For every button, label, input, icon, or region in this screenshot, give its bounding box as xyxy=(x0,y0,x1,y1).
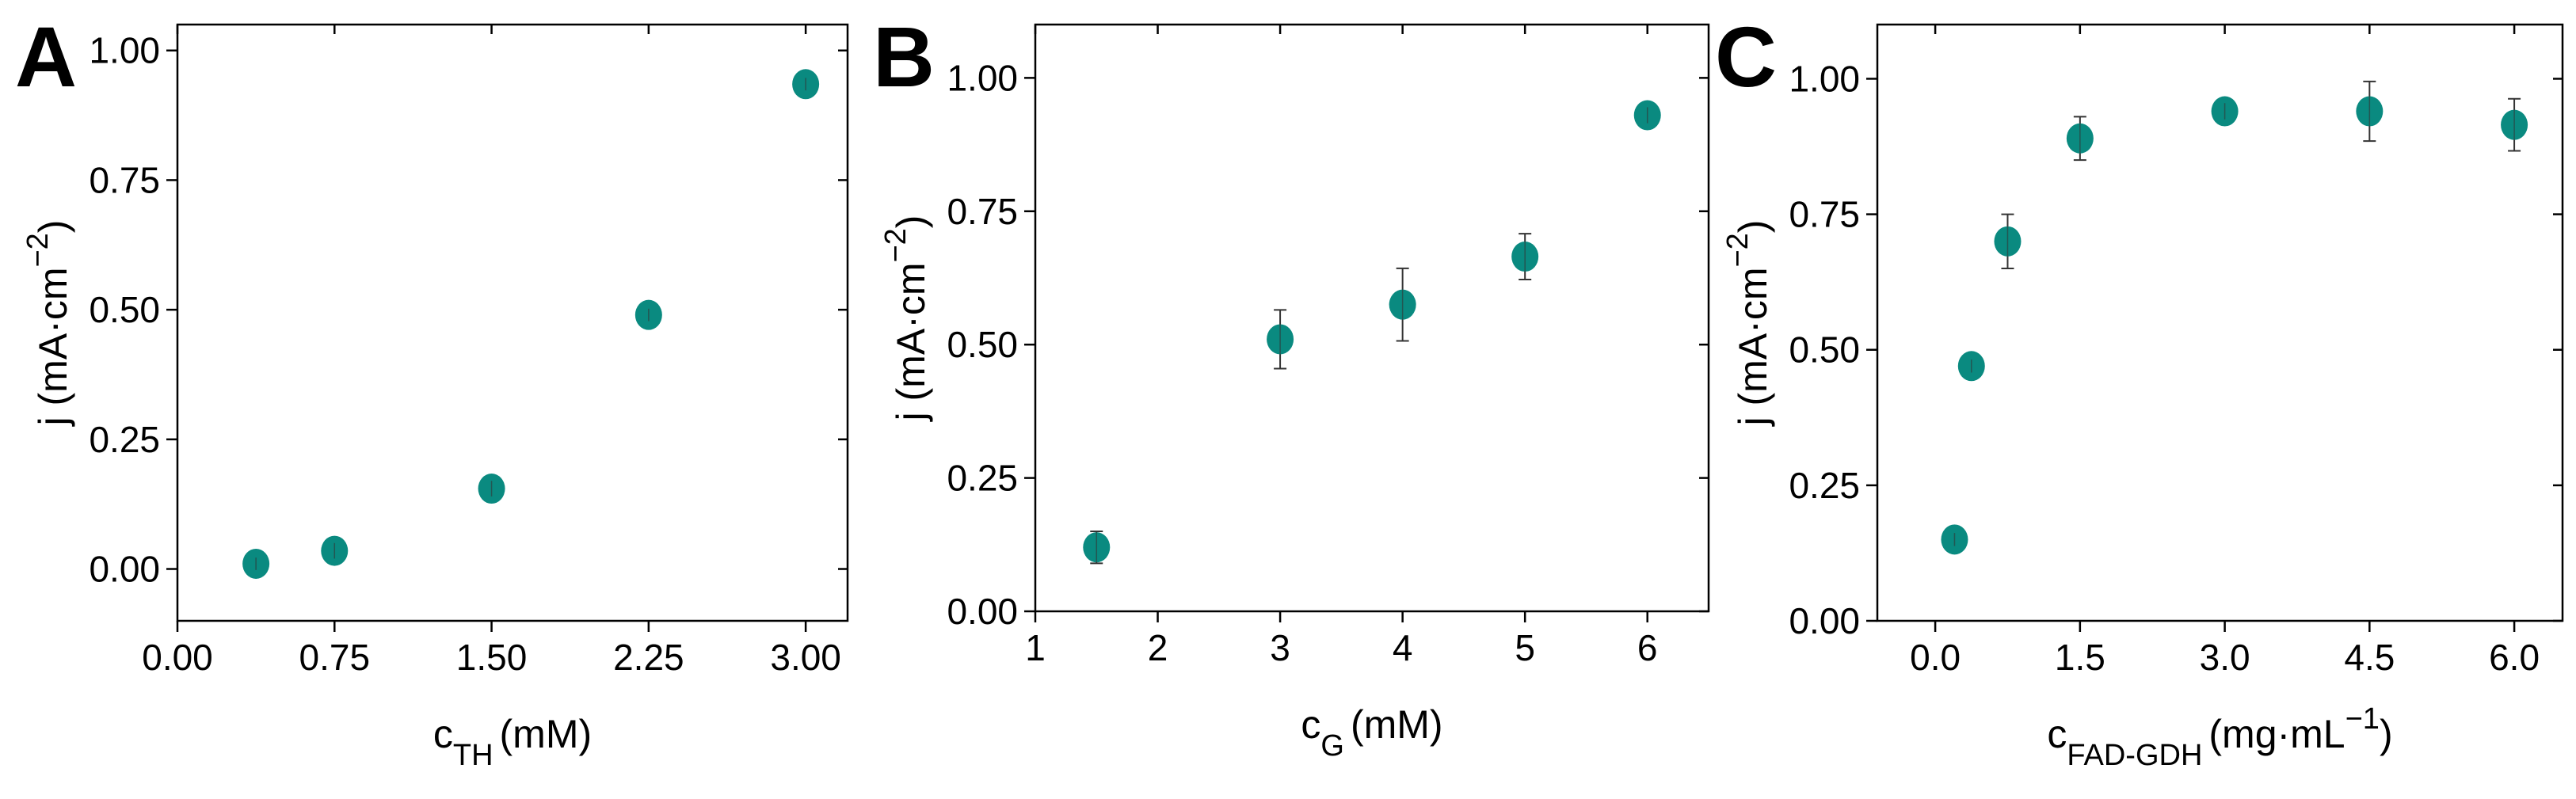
y-axis-label: j (mA·cm−2) xyxy=(879,215,933,423)
x-tick-label: 0.75 xyxy=(299,637,371,678)
x-axis-label: cG (mM) xyxy=(1301,702,1442,763)
label-part: −1 xyxy=(2345,702,2380,736)
label-part: G xyxy=(1320,729,1344,763)
plot-frame xyxy=(1034,23,1710,613)
x-tick-label: 0.0 xyxy=(1910,637,1961,678)
y-tick-label: 0.00 xyxy=(89,549,160,590)
x-tick-label: 0.00 xyxy=(142,637,213,678)
y-tick-label: 0.25 xyxy=(1789,465,1860,506)
x-tick-label: 4 xyxy=(1393,627,1413,668)
y-tick-label: 1.00 xyxy=(947,57,1018,98)
label-part: j (mA·cm xyxy=(1731,268,1775,428)
x-tick-label: 2 xyxy=(1148,627,1168,668)
x-tick-label: 3.0 xyxy=(2200,637,2250,678)
plot-frame xyxy=(176,23,849,622)
label-part: FAD-GDH xyxy=(2067,739,2202,772)
y-tick-label: 0.50 xyxy=(1789,329,1860,371)
y-axis-label: j (mA·cm−2) xyxy=(1721,220,1775,428)
x-tick-label: 5 xyxy=(1515,627,1535,668)
y-tick-label: 0.25 xyxy=(89,419,160,460)
x-axis-label: cFAD-GDH (mg·mL−1) xyxy=(2047,702,2392,772)
y-tick-label: 0.75 xyxy=(1789,194,1860,235)
y-tick-label: 0.00 xyxy=(947,591,1018,632)
x-tick-label: 1.5 xyxy=(2055,637,2105,678)
panel-label: A xyxy=(15,9,77,105)
label-part: TH xyxy=(453,739,493,772)
plot-frame xyxy=(1876,23,2564,622)
y-tick-label: 0.75 xyxy=(89,159,160,200)
x-tick-label: 6 xyxy=(1637,627,1658,668)
y-tick-label: 0.75 xyxy=(947,191,1018,232)
label-part: ) xyxy=(889,215,933,229)
label-part: (mM) xyxy=(500,712,593,756)
label-part: −2 xyxy=(21,233,55,267)
panel-label: C xyxy=(1715,9,1777,105)
label-part: c xyxy=(2047,712,2067,756)
label-part: −2 xyxy=(1721,233,1755,267)
panel-label: B xyxy=(873,9,935,105)
y-tick-label: 1.00 xyxy=(1789,58,1860,99)
y-tick-label: 0.25 xyxy=(947,458,1018,499)
x-tick-label: 2.25 xyxy=(613,637,684,678)
label-part: j (mA·cm xyxy=(31,268,75,428)
label-part: ) xyxy=(1731,220,1775,234)
x-tick-label: 3.00 xyxy=(770,637,841,678)
label-part: (mM) xyxy=(1351,702,1443,747)
x-axis-label: cTH (mM) xyxy=(433,712,592,772)
y-tick-label: 1.00 xyxy=(89,30,160,71)
x-tick-label: 6.0 xyxy=(2489,637,2540,678)
label-part: c xyxy=(433,712,453,756)
y-tick-label: 0.50 xyxy=(89,289,160,330)
x-tick-label: 1.50 xyxy=(456,637,528,678)
label-part: (mg·mL xyxy=(2208,712,2345,756)
label-part: c xyxy=(1301,702,1320,747)
label-part: ) xyxy=(2380,712,2393,756)
label-part: −2 xyxy=(879,228,913,262)
x-tick-label: 4.5 xyxy=(2344,637,2395,678)
x-tick-label: 1 xyxy=(1025,627,1046,668)
label-part: ) xyxy=(31,220,75,234)
y-tick-label: 0.00 xyxy=(1789,600,1860,641)
label-part: j (mA·cm xyxy=(889,263,933,423)
x-tick-label: 3 xyxy=(1270,627,1290,668)
y-tick-label: 0.50 xyxy=(947,324,1018,365)
y-axis-label: j (mA·cm−2) xyxy=(21,220,75,428)
